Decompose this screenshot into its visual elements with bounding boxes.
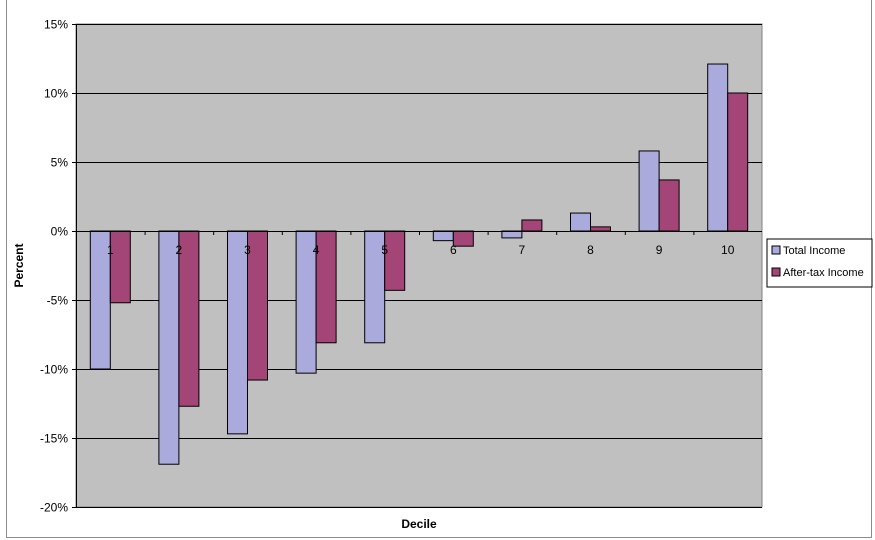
bar-after-tax-income-2 xyxy=(178,230,200,407)
x-tick-label: 2 xyxy=(176,243,183,257)
legend: Total Income After-tax Income xyxy=(766,238,873,288)
legend-box xyxy=(766,238,873,288)
y-tick-label: 0% xyxy=(51,225,69,239)
bar-after-tax-income-8 xyxy=(590,226,611,232)
x-tick-label: 1 xyxy=(107,243,114,257)
bar-total-income-7 xyxy=(501,230,523,239)
y-tick-label: -20% xyxy=(40,501,68,515)
bar-total-income-8 xyxy=(570,212,591,232)
bar-chart: 15% 10% 5% 0% -5% -10% -15% -20% 1 2 3 4 5 6 7 8 9 10 Dec… xyxy=(12,18,873,531)
x-axis-title: Decile xyxy=(401,517,437,531)
x-tick-label: 3 xyxy=(244,243,251,257)
x-tick-label: 7 xyxy=(519,243,526,257)
legend-swatch-after-tax-income xyxy=(771,267,781,277)
bar-after-tax-income-9 xyxy=(658,179,680,232)
x-tick-label: 6 xyxy=(450,243,457,257)
bar-total-income-9 xyxy=(638,150,660,232)
bar-total-income-3 xyxy=(227,230,248,435)
y-tick-label: 5% xyxy=(51,156,69,170)
y-tick-label: 10% xyxy=(44,87,68,101)
bar-after-tax-income-1 xyxy=(109,230,131,304)
bar-after-tax-income-10 xyxy=(727,92,749,232)
x-tick-label: 9 xyxy=(656,243,663,257)
y-tick-label: -10% xyxy=(40,363,68,377)
y-tick-label: -5% xyxy=(47,294,69,308)
x-tick-label: 10 xyxy=(721,243,735,257)
bar-after-tax-income-7 xyxy=(521,219,543,232)
x-tick-label: 4 xyxy=(313,243,320,257)
bars xyxy=(89,63,749,465)
bar-total-income-6 xyxy=(432,230,454,242)
x-tick-label: 8 xyxy=(587,243,594,257)
chart-frame: 15% 10% 5% 0% -5% -10% -15% -20% 1 2 3 4 5 6 7 8 9 10 Dec… xyxy=(6,0,873,538)
y-tick-label: -15% xyxy=(40,432,68,446)
legend-label-after-tax-income: After-tax Income xyxy=(783,267,864,279)
legend-swatch-total-income xyxy=(771,245,781,255)
axes: 15% 10% 5% 0% -5% -10% -15% -20% 1 2 3 4 5 6 7 8 9 10 xyxy=(40,18,762,515)
bar-total-income-2 xyxy=(158,230,180,465)
x-tick-label: 5 xyxy=(381,243,388,257)
bar-after-tax-income-5 xyxy=(384,230,406,291)
legend-label-total-income: Total Income xyxy=(783,245,845,257)
bar-total-income-10 xyxy=(707,63,729,232)
y-tick-label: 15% xyxy=(44,18,68,32)
y-axis-title: Percent xyxy=(12,243,26,287)
